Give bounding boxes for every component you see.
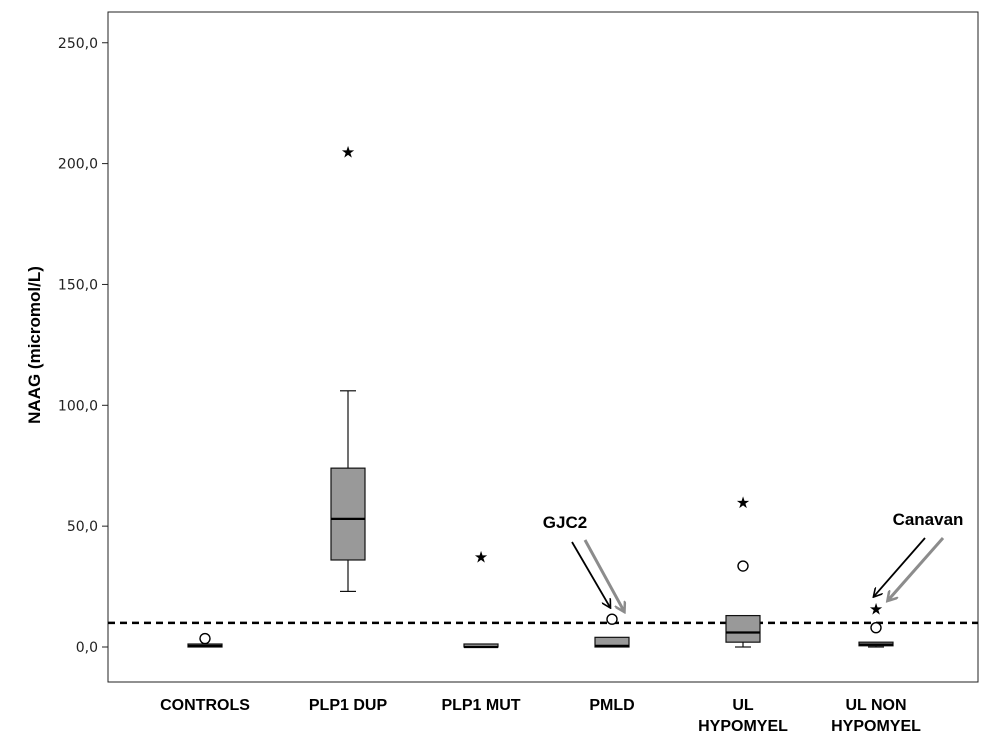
box-group: ★ — [725, 493, 761, 648]
annotation-arrow-black — [571, 541, 610, 607]
category-labels: CONTROLS PLP1 DUP PLP1 MUT PMLD UL HYPOMYEL UL… — [160, 697, 921, 735]
annotations-layer: GJC2 Canavan — [543, 510, 964, 611]
y-axis-title: NAAG (micromol/L) — [25, 266, 44, 424]
box — [725, 614, 761, 643]
annotation-arrow-gray — [583, 539, 624, 611]
boxes-layer: ★ ★ ★ ★ — [187, 143, 894, 649]
extreme-point: ★ — [736, 493, 750, 512]
y-tick-label: 0,0 — [76, 640, 98, 656]
box-group: ★ — [858, 599, 894, 648]
y-tick-label: 150,0 — [58, 277, 98, 293]
y-axis: 0,0 50,0 100,0 150,0 200,0 250,0 — [58, 36, 108, 656]
extreme-point: ★ — [341, 143, 355, 162]
category-label: HYPOMYEL — [831, 718, 921, 735]
outlier-point — [199, 632, 211, 645]
box — [594, 636, 630, 648]
annotation-arrow-black — [874, 537, 926, 596]
extreme-point: ★ — [474, 547, 488, 566]
category-label: PLP1 MUT — [441, 697, 520, 714]
annotation-arrow-gray — [888, 537, 945, 600]
box-group — [187, 632, 223, 648]
plot-frame — [107, 11, 979, 683]
annotation-label: GJC2 — [543, 513, 587, 532]
outlier-point — [870, 621, 882, 634]
box-group — [594, 613, 630, 648]
outlier-point — [737, 560, 749, 572]
category-label: UL NON — [845, 697, 906, 714]
y-tick-label: 100,0 — [58, 398, 98, 414]
annotation-label: Canavan — [893, 510, 964, 529]
category-label: PLP1 DUP — [309, 697, 388, 714]
y-tick-label: 50,0 — [67, 519, 98, 535]
category-label: HYPOMYEL — [698, 718, 788, 735]
outlier-point — [606, 613, 618, 625]
y-tick-label: 250,0 — [58, 36, 98, 52]
extreme-point: ★ — [869, 599, 883, 618]
category-label: CONTROLS — [160, 697, 250, 714]
category-label: PMLD — [589, 697, 634, 714]
box-group: ★ — [330, 143, 366, 593]
box-group: ★ — [463, 547, 499, 649]
box — [330, 467, 366, 561]
y-tick-label: 200,0 — [58, 157, 98, 173]
category-label: UL — [732, 697, 754, 714]
